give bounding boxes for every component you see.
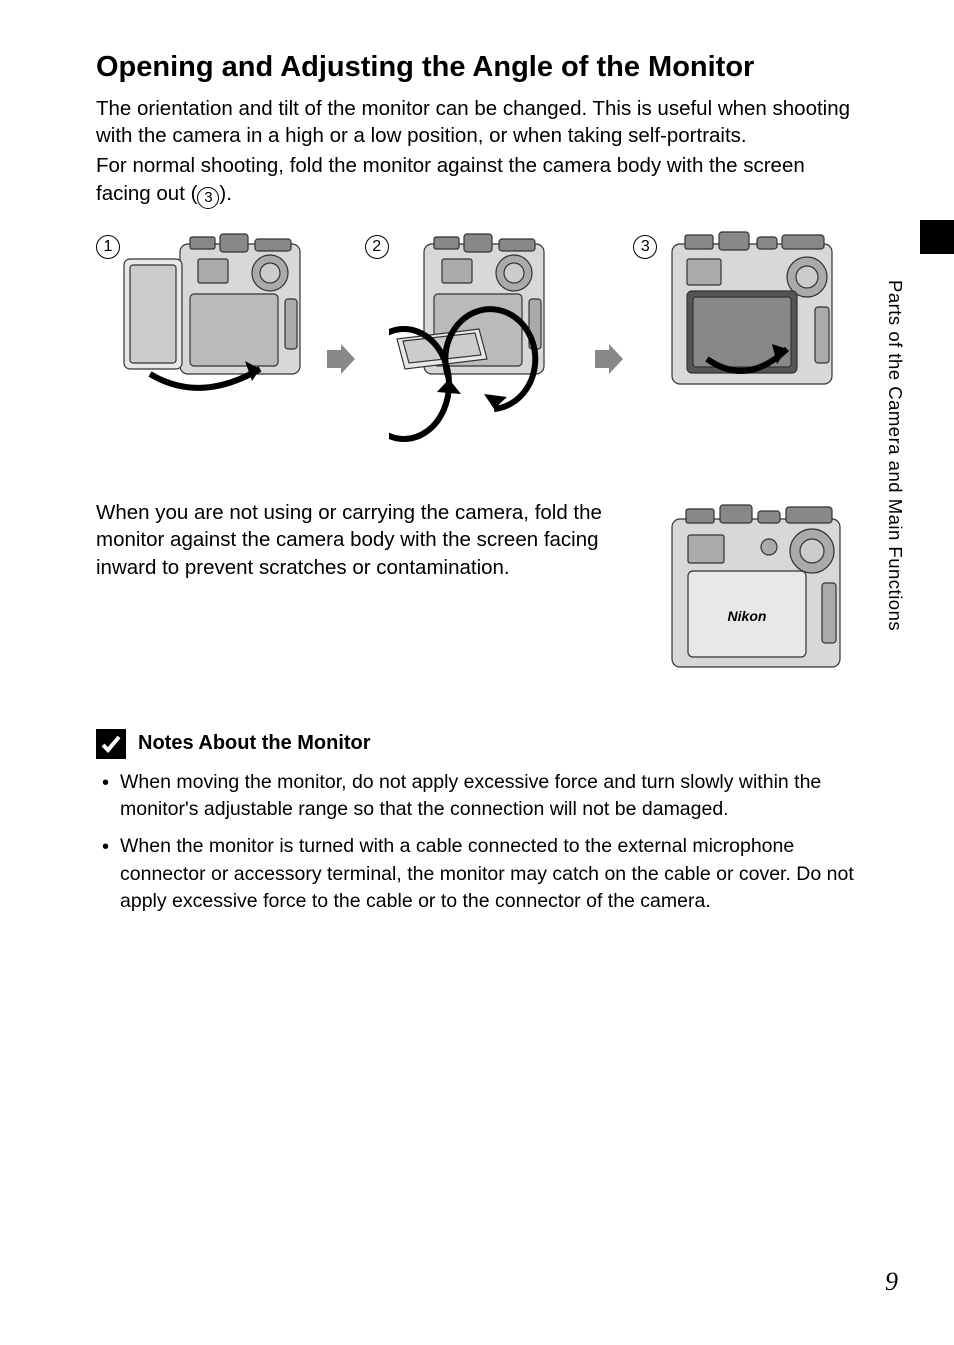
page-number: 9 [885, 1267, 898, 1297]
fold-instruction-row: When you are not using or carrying the c… [96, 499, 854, 689]
note-item-2: When the monitor is turned with a cable … [102, 833, 854, 915]
note-item-1: When moving the monitor, do not apply ex… [102, 769, 854, 824]
camera-illustration-folded: Nikon [654, 499, 854, 689]
step-1: 1 [96, 229, 317, 439]
intro-paragraph-1: The orientation and tilt of the monitor … [96, 95, 854, 150]
caution-icon [96, 729, 126, 759]
step-3-number: 3 [633, 235, 657, 259]
arrow-2-to-3 [595, 344, 623, 374]
step-2: 2 [365, 229, 586, 459]
step-2-number: 2 [365, 235, 389, 259]
page-heading: Opening and Adjusting the Angle of the M… [96, 50, 854, 85]
intro-paragraph-2: For normal shooting, fold the monitor ag… [96, 152, 854, 209]
camera-illustration-2 [389, 229, 564, 459]
camera-illustration-1 [120, 229, 310, 439]
step-ref-3: 3 [197, 187, 219, 209]
step-3: 3 [633, 229, 854, 409]
camera-illustration-3 [657, 229, 842, 409]
step-1-number: 1 [96, 235, 120, 259]
fold-instruction-text: When you are not using or carrying the c… [96, 499, 614, 582]
notes-header: Notes About the Monitor [96, 729, 854, 759]
notes-list: When moving the monitor, do not apply ex… [96, 769, 854, 915]
arrow-1-to-2 [327, 344, 355, 374]
brand-label: Nikon [728, 608, 767, 624]
intro-paragraph-2b: ). [219, 182, 232, 205]
monitor-steps-diagram: 1 [96, 229, 854, 459]
notes-title: Notes About the Monitor [138, 732, 371, 755]
